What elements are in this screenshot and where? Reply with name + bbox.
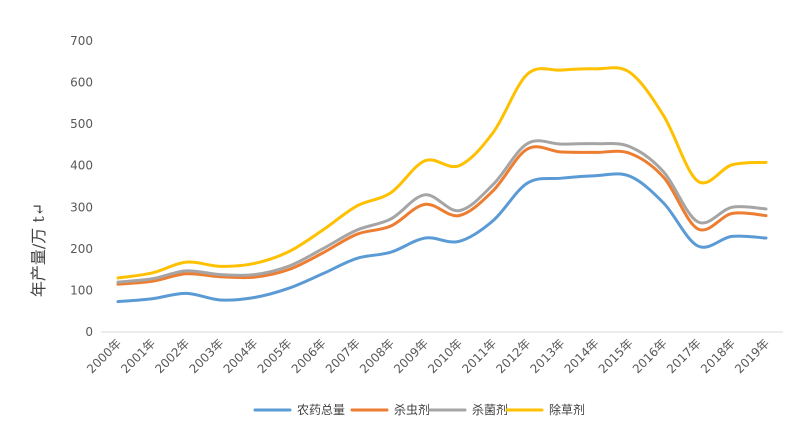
x-tick-label: 2009年 <box>391 336 431 376</box>
series-line-2 <box>116 139 768 284</box>
y-axis-label: 年产量/万 t↵ <box>29 203 48 297</box>
y-tick-label: 500 <box>70 117 93 131</box>
x-tick-label: 2007年 <box>323 336 363 376</box>
x-tick-label: 2004年 <box>221 336 261 376</box>
x-tick-label: 2000年 <box>84 336 124 376</box>
x-axis-ticks: 2000年2001年2002年2003年2004年2005年2006年2007年… <box>84 336 772 376</box>
y-tick-label: 300 <box>70 200 93 214</box>
y-tick-label: 700 <box>70 34 93 48</box>
legend-label-2: 杀菌剂 <box>472 402 508 417</box>
series-line-1 <box>116 145 768 286</box>
x-tick-label: 2014年 <box>562 336 602 376</box>
legend-label-0: 农药总量 <box>297 403 345 417</box>
x-tick-label: 2019年 <box>732 336 772 376</box>
x-tick-label: 2006年 <box>289 336 329 376</box>
legend-label-1: 杀虫剂 <box>394 402 430 417</box>
y-axis-ticks: 0 100 200 300 400 500 600 700 <box>70 34 93 339</box>
y-tick-label: 400 <box>70 159 93 173</box>
x-tick-label: 2011年 <box>459 336 499 376</box>
x-tick-label: 2002年 <box>152 336 192 376</box>
y-tick-label: 600 <box>70 76 93 90</box>
x-tick-label: 2010年 <box>425 336 465 376</box>
y-tick-label: 0 <box>85 325 93 339</box>
x-tick-label: 2017年 <box>664 336 704 376</box>
x-tick-label: 2003年 <box>186 336 226 376</box>
x-tick-label: 2012年 <box>493 336 533 376</box>
legend-label-3: 除草剂 <box>549 402 585 417</box>
y-tick-label: 200 <box>70 242 93 256</box>
series-line-3 <box>116 66 768 280</box>
x-tick-label: 2015年 <box>596 336 636 376</box>
x-tick-label: 2013年 <box>528 336 568 376</box>
x-tick-label: 2008年 <box>357 336 397 376</box>
legend: 农药总量 杀虫剂 杀菌剂 除草剂 <box>253 402 585 417</box>
x-tick-label: 2016年 <box>630 336 670 376</box>
series-line-0 <box>116 172 768 304</box>
x-tick-label: 2018年 <box>698 336 738 376</box>
x-tick-label: 2001年 <box>118 336 158 376</box>
series-lines <box>116 66 768 304</box>
y-tick-label: 100 <box>70 283 93 297</box>
x-tick-label: 2005年 <box>255 336 295 376</box>
